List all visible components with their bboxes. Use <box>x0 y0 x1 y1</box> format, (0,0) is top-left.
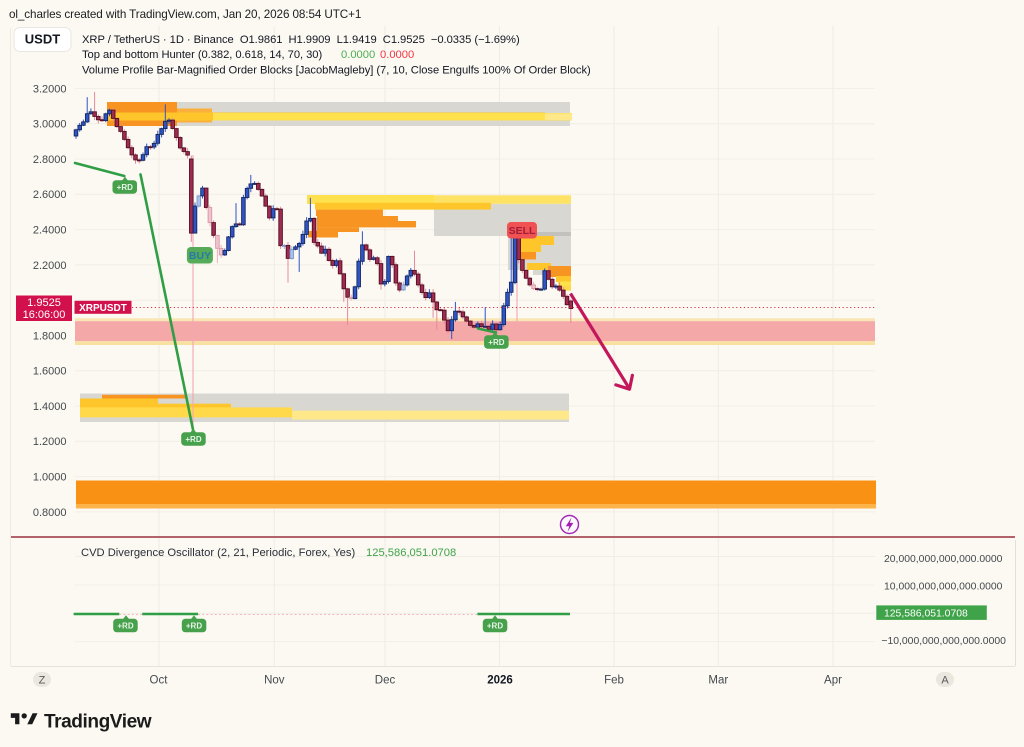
svg-text:Apr: Apr <box>824 675 842 687</box>
svg-text:20,000,000,000,000.0000: 20,000,000,000,000.0000 <box>884 554 1003 565</box>
svg-text:Feb: Feb <box>604 675 624 687</box>
svg-text:10,000,000,000,000.0000: 10,000,000,000,000.0000 <box>884 581 1003 592</box>
svg-text:−10,000,000,000,000.0000: −10,000,000,000,000.0000 <box>881 636 1006 647</box>
svg-text:3.2000: 3.2000 <box>33 83 67 95</box>
svg-text:0.0000: 0.0000 <box>380 49 414 61</box>
svg-text:2.8000: 2.8000 <box>33 154 67 166</box>
svg-text:Oct: Oct <box>150 675 169 687</box>
svg-text:ol_charles created with Tradin: ol_charles created with TradingView.com,… <box>9 8 361 21</box>
svg-text:Top and bottom Hunter (0.382,: Top and bottom Hunter (0.382, 0.618, 14,… <box>82 49 322 61</box>
svg-text:0.0000: 0.0000 <box>341 49 375 61</box>
svg-text:2.2000: 2.2000 <box>33 260 67 272</box>
svg-text:+RD: +RD <box>487 621 503 630</box>
svg-text:1.8000: 1.8000 <box>33 330 67 342</box>
svg-text:125,586,051.0708: 125,586,051.0708 <box>884 609 968 620</box>
svg-text:1.6000: 1.6000 <box>33 366 67 378</box>
svg-text:+RD: +RD <box>488 338 504 347</box>
svg-text:2026: 2026 <box>487 675 513 687</box>
svg-text:Dec: Dec <box>375 675 396 687</box>
svg-text:3.0000: 3.0000 <box>33 119 67 131</box>
svg-text:USDT: USDT <box>25 32 60 47</box>
svg-text:1.4000: 1.4000 <box>33 401 67 413</box>
svg-text:1.9525: 1.9525 <box>27 297 61 309</box>
svg-text:Z: Z <box>39 675 46 687</box>
svg-text:2.6000: 2.6000 <box>33 189 67 201</box>
svg-text:+RD: +RD <box>117 183 133 192</box>
svg-text:+RD: +RD <box>186 621 202 630</box>
svg-text:A: A <box>941 675 949 687</box>
svg-text:TradingView: TradingView <box>44 712 152 733</box>
svg-text:SELL: SELL <box>509 225 536 237</box>
svg-text:1.0000: 1.0000 <box>33 472 67 484</box>
svg-text:XRPUSDT: XRPUSDT <box>79 303 127 314</box>
svg-text:Volume Profile Bar-Magnified O: Volume Profile Bar-Magnified Order Block… <box>82 65 591 77</box>
svg-text:+RD: +RD <box>117 621 133 630</box>
svg-text:125,586,051.0708: 125,586,051.0708 <box>366 547 456 559</box>
svg-text:CVD Divergence Oscillator (2,: CVD Divergence Oscillator (2, 21, Period… <box>81 547 355 559</box>
svg-text:2.4000: 2.4000 <box>33 225 67 237</box>
svg-text:1.2000: 1.2000 <box>33 436 67 448</box>
svg-text:Mar: Mar <box>708 675 728 687</box>
svg-text:16:06:00: 16:06:00 <box>23 309 66 321</box>
svg-text:Nov: Nov <box>264 675 285 687</box>
svg-text:0.8000: 0.8000 <box>33 507 67 519</box>
svg-text:+RD: +RD <box>185 435 201 444</box>
svg-text:XRP / TetherUS · 1D · Binance: XRP / TetherUS · 1D · Binance O1.9861 H1… <box>82 34 520 46</box>
svg-text:BUY: BUY <box>189 250 211 262</box>
